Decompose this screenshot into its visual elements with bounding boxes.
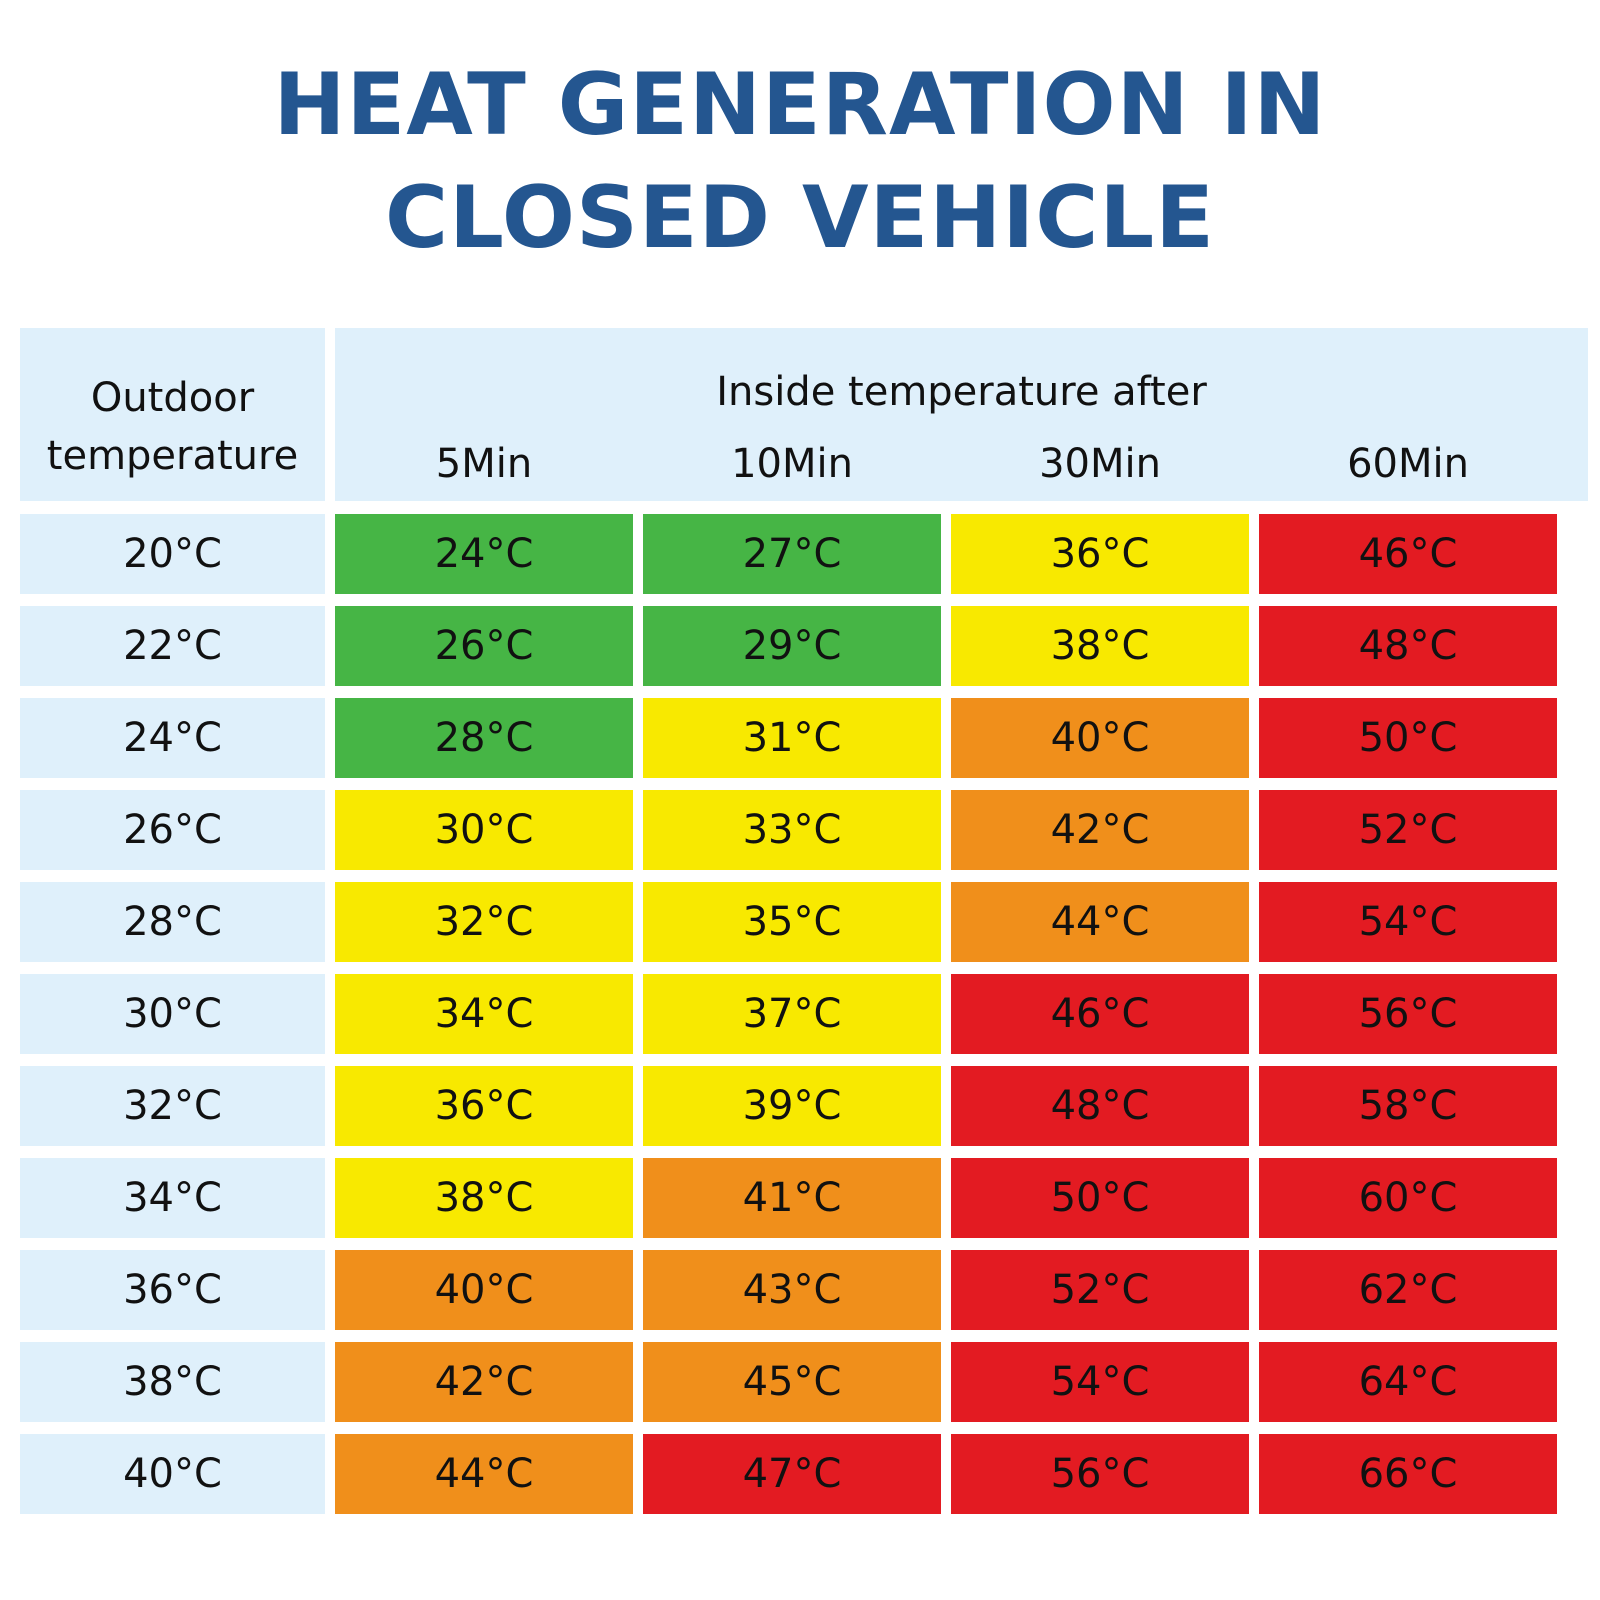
inside-temperature-cell-red: 62°C [1259, 1250, 1557, 1330]
outdoor-temperature-cell: 24°C [20, 698, 325, 778]
period-label-10min: 10Min [731, 441, 853, 487]
inside-temperature-cell-yellow: 35°C [643, 882, 941, 962]
inside-temperature-cell-orange: 44°C [951, 882, 1249, 962]
inside-temperature-cell-red: 64°C [1259, 1342, 1557, 1422]
inside-temperature-cell-yellow: 39°C [643, 1066, 941, 1146]
outdoor-temperature-cell: 22°C [20, 606, 325, 686]
inside-temperature-cell-red: 56°C [1259, 974, 1557, 1054]
inside-temperature-cell-orange: 42°C [951, 790, 1249, 870]
inside-temperature-cell-orange: 41°C [643, 1158, 941, 1238]
inside-temperature-cell-green: 26°C [335, 606, 633, 686]
inside-temperature-cell-red: 46°C [951, 974, 1249, 1054]
outdoor-header-label-line-1: Outdoor [90, 375, 255, 421]
inside-temperature-cell-red: 48°C [1259, 606, 1557, 686]
inside-temperature-cell-green: 28°C [335, 698, 633, 778]
inside-temperature-cell-yellow: 30°C [335, 790, 633, 870]
inside-temperature-cell-yellow: 38°C [951, 606, 1249, 686]
inside-temperature-cell-red: 54°C [1259, 882, 1557, 962]
outdoor-temperature-cell: 28°C [20, 882, 325, 962]
inside-temperature-cell-red: 52°C [1259, 790, 1557, 870]
inside-temperature-cell-yellow: 33°C [643, 790, 941, 870]
inside-temperature-cell-green: 24°C [335, 514, 633, 594]
inside-temperature-cell-yellow: 38°C [335, 1158, 633, 1238]
inside-temperature-cell-red: 50°C [951, 1158, 1249, 1238]
outdoor-temperature-cell: 32°C [20, 1066, 325, 1146]
outdoor-temperature-cell: 34°C [20, 1158, 325, 1238]
period-label-5min: 5Min [435, 441, 533, 487]
inside-temperature-cell-green: 27°C [643, 514, 941, 594]
outdoor-temperature-cell: 30°C [20, 974, 325, 1054]
chart-title-line-2: CLOSED VEHICLE [385, 168, 1215, 268]
inside-temperature-cell-red: 50°C [1259, 698, 1557, 778]
inside-temperature-cell-red: 47°C [643, 1434, 941, 1514]
inside-temperature-cell-red: 46°C [1259, 514, 1557, 594]
inside-temperature-cell-orange: 40°C [951, 698, 1249, 778]
inside-temperature-cell-red: 54°C [951, 1342, 1249, 1422]
inside-temperature-cell-red: 60°C [1259, 1158, 1557, 1238]
inside-temperature-cell-yellow: 31°C [643, 698, 941, 778]
inside-header-label: Inside temperature after [716, 369, 1207, 415]
outdoor-temperature-cell: 40°C [20, 1434, 325, 1514]
inside-temperature-cell-yellow: 36°C [951, 514, 1249, 594]
outdoor-temperature-cell: 38°C [20, 1342, 325, 1422]
outdoor-temperature-header: Outdoor temperature [20, 328, 325, 501]
inside-temperature-header: Inside temperature after 5Min 10Min 30Min 6… [335, 328, 1588, 501]
inside-temperature-cell-orange: 42°C [335, 1342, 633, 1422]
period-label-60min: 60Min [1347, 441, 1469, 487]
outdoor-header-label-line-2: temperature [46, 433, 299, 479]
outdoor-temperature-cell: 20°C [20, 514, 325, 594]
chart-title-line-1: HEAT GENERATION IN [273, 55, 1327, 155]
inside-temperature-cell-red: 48°C [951, 1066, 1249, 1146]
period-label-30min: 30Min [1039, 441, 1161, 487]
inside-temperature-cell-orange: 45°C [643, 1342, 941, 1422]
inside-temperature-cell-yellow: 37°C [643, 974, 941, 1054]
inside-temperature-cell-red: 58°C [1259, 1066, 1557, 1146]
inside-temperature-cell-orange: 44°C [335, 1434, 633, 1514]
inside-temperature-cell-red: 66°C [1259, 1434, 1557, 1514]
inside-temperature-cell-yellow: 36°C [335, 1066, 633, 1146]
inside-temperature-cell-orange: 43°C [643, 1250, 941, 1330]
inside-temperature-cell-red: 56°C [951, 1434, 1249, 1514]
inside-temperature-cell-red: 52°C [951, 1250, 1249, 1330]
outdoor-temperature-cell: 26°C [20, 790, 325, 870]
inside-temperature-cell-yellow: 32°C [335, 882, 633, 962]
inside-temperature-cell-yellow: 34°C [335, 974, 633, 1054]
outdoor-temperature-cell: 36°C [20, 1250, 325, 1330]
inside-temperature-cell-green: 29°C [643, 606, 941, 686]
inside-temperature-cell-orange: 40°C [335, 1250, 633, 1330]
